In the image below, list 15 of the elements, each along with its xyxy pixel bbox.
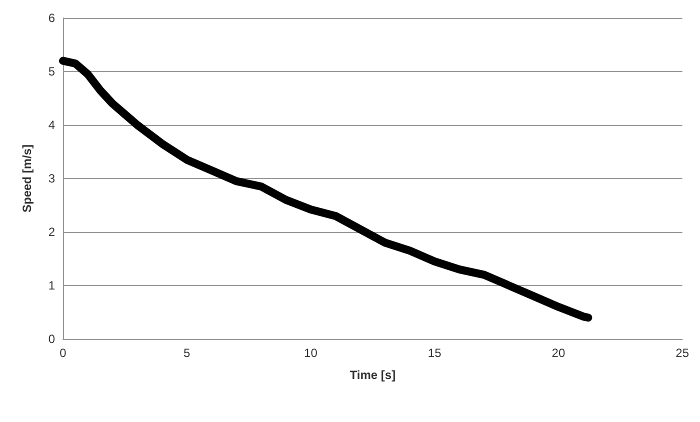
y-tick-label: 6 bbox=[48, 11, 56, 25]
y-tick-label: 4 bbox=[48, 118, 56, 132]
x-tick-label: 20 bbox=[552, 346, 566, 360]
x-tick-label: 0 bbox=[60, 346, 67, 360]
y-tick-label: 2 bbox=[48, 225, 56, 239]
y-tick-label: 1 bbox=[48, 278, 56, 292]
x-axis-title: Time [s] bbox=[350, 368, 396, 382]
x-tick-label: 5 bbox=[184, 346, 191, 360]
x-tick-label: 10 bbox=[304, 346, 318, 360]
y-tick-label: 0 bbox=[48, 332, 56, 346]
y-axis-title: Speed [m/s] bbox=[20, 144, 34, 213]
x-tick-label: 25 bbox=[676, 346, 690, 360]
y-tick-label: 3 bbox=[48, 172, 56, 186]
x-tick-label: 15 bbox=[428, 346, 442, 360]
y-tick-label: 5 bbox=[48, 64, 56, 78]
